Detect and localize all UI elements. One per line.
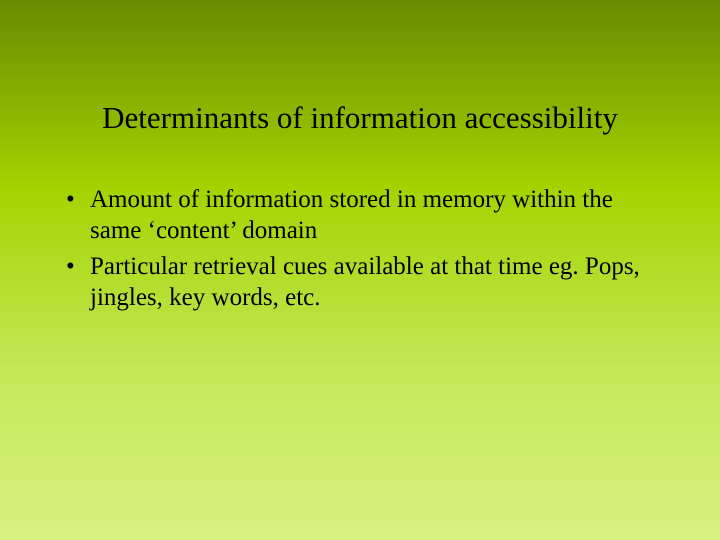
slide: Determinants of information accessibilit…: [0, 0, 720, 540]
slide-title: Determinants of information accessibilit…: [0, 0, 720, 136]
slide-body: Amount of information stored in memory w…: [0, 136, 720, 313]
list-item: Amount of information stored in memory w…: [60, 184, 660, 247]
bullet-list: Amount of information stored in memory w…: [60, 184, 660, 313]
list-item: Particular retrieval cues available at t…: [60, 251, 660, 314]
